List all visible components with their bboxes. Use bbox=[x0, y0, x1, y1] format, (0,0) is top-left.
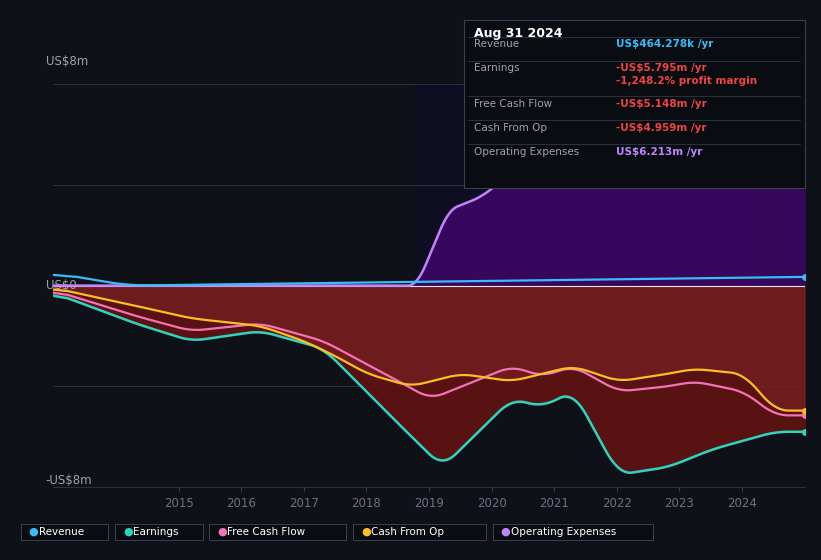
Text: ●: ● bbox=[361, 527, 371, 537]
Text: ●: ● bbox=[29, 527, 39, 537]
Text: Earnings: Earnings bbox=[474, 63, 519, 73]
Text: -US$5.148m /yr: -US$5.148m /yr bbox=[616, 99, 707, 109]
Text: -US$8m: -US$8m bbox=[46, 474, 93, 487]
Text: -US$4.959m /yr: -US$4.959m /yr bbox=[616, 123, 706, 133]
Text: Free Cash Flow: Free Cash Flow bbox=[227, 527, 305, 537]
Text: Cash From Op: Cash From Op bbox=[371, 527, 444, 537]
Text: Revenue: Revenue bbox=[39, 527, 84, 537]
Text: US$6.213m /yr: US$6.213m /yr bbox=[616, 147, 702, 157]
Text: Operating Expenses: Operating Expenses bbox=[474, 147, 579, 157]
Text: Earnings: Earnings bbox=[133, 527, 178, 537]
Bar bbox=[416, 84, 749, 286]
Text: Free Cash Flow: Free Cash Flow bbox=[474, 99, 552, 109]
Text: ●: ● bbox=[501, 527, 511, 537]
Text: ●: ● bbox=[218, 527, 227, 537]
Text: -1,248.2% profit margin: -1,248.2% profit margin bbox=[616, 76, 757, 86]
Text: Cash From Op: Cash From Op bbox=[474, 123, 547, 133]
Text: Revenue: Revenue bbox=[474, 39, 519, 49]
Text: -US$5.795m /yr: -US$5.795m /yr bbox=[616, 63, 706, 73]
Text: Operating Expenses: Operating Expenses bbox=[511, 527, 616, 537]
Text: US$0: US$0 bbox=[46, 279, 76, 292]
Text: US$464.278k /yr: US$464.278k /yr bbox=[616, 39, 713, 49]
Text: Aug 31 2024: Aug 31 2024 bbox=[474, 27, 562, 40]
Text: US$8m: US$8m bbox=[46, 55, 88, 68]
Text: ●: ● bbox=[123, 527, 133, 537]
